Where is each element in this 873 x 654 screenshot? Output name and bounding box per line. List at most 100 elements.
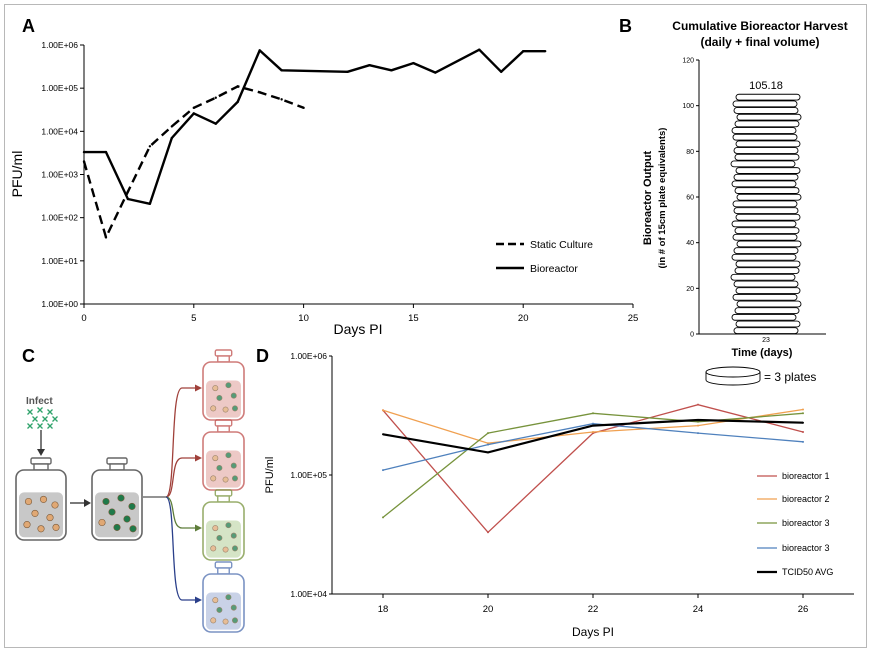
cell: [51, 501, 59, 509]
series-line-3: [382, 412, 804, 518]
data-point: [214, 122, 217, 125]
y-tick-label: 1.00E+02: [41, 213, 78, 223]
x-tick-label: 24: [693, 604, 704, 615]
data-point: [487, 442, 489, 445]
cell: [216, 394, 223, 401]
panel-d: D 1.00E+04 1.00E+05 1.00E+06 18 20 22 24 26 PF…: [256, 346, 854, 639]
panel-b-y-ticks: 0 20 40 60 80 100 120: [682, 58, 699, 339]
branch-arrow: [165, 457, 196, 498]
plate-disc: [735, 260, 801, 268]
y-tick-label: 40: [686, 240, 694, 247]
data-point: [487, 443, 489, 446]
bottle-cap: [214, 489, 233, 497]
bottle-icon: [202, 349, 245, 421]
data-point: [802, 412, 804, 415]
data-point: [487, 432, 489, 435]
data-point: [487, 451, 489, 454]
data-point: [434, 71, 437, 74]
panel-b-x-label: Time (days): [732, 347, 793, 359]
plate-disc: [734, 267, 800, 275]
legend-label: Static Culture: [530, 239, 593, 251]
bottle-cap: [214, 349, 233, 357]
plate-disc: [734, 187, 800, 194]
plate-disc: [733, 173, 799, 181]
cell: [37, 525, 45, 533]
panel-b-plate-stack-bar: [730, 93, 802, 335]
legend-label: bioreactor 3: [782, 543, 830, 553]
virus-particle: [37, 423, 43, 429]
cell: [232, 475, 238, 482]
panel-a-series: [82, 48, 547, 239]
bottle-neck: [109, 463, 125, 471]
data-point: [382, 516, 384, 519]
y-tick-label: 1.00E+05: [41, 83, 78, 93]
cell: [222, 406, 229, 413]
plate-disc: [734, 120, 800, 128]
data-point: [82, 160, 86, 163]
virus-particles-icon: [27, 407, 58, 429]
virus-particle: [42, 416, 48, 422]
data-point: [126, 197, 130, 201]
panel-b-legend-text: = 3 plates: [764, 370, 816, 384]
bottle-medium: [206, 592, 241, 630]
cell: [222, 476, 229, 483]
virus-particle: [47, 423, 53, 429]
plate-disc: [731, 127, 797, 134]
cell: [210, 617, 217, 624]
cell: [232, 405, 238, 412]
virus-particle: [32, 416, 38, 422]
data-point: [697, 420, 699, 423]
x-tick-label: 20: [483, 604, 494, 615]
data-point: [82, 150, 86, 154]
panel-a-letter: A: [22, 16, 35, 36]
data-point: [500, 70, 503, 73]
y-tick-label: 100: [682, 103, 694, 110]
bottle-icon: [202, 419, 245, 491]
panel-b-subtitle: (daily + final volume): [700, 35, 819, 49]
x-tick-label: 25: [628, 313, 639, 324]
panel-b: B Cumulative Bioreactor Harvest (daily +…: [619, 16, 848, 386]
bottle-cap: [214, 419, 233, 427]
cell: [232, 617, 238, 624]
cell: [102, 497, 110, 506]
cell: [210, 545, 217, 552]
cell: [222, 546, 229, 553]
cell: [216, 464, 223, 471]
plate-disc: [733, 327, 799, 335]
cell: [52, 523, 60, 531]
bottle-icon: [15, 457, 67, 541]
bottle-icon: [202, 489, 245, 561]
plate-disc: [736, 193, 802, 201]
data-point: [236, 100, 239, 104]
cell: [230, 462, 237, 469]
cell: [23, 521, 31, 529]
bottle-neck: [33, 463, 49, 471]
data-point: [802, 430, 804, 433]
plate-disc: [736, 240, 802, 248]
data-point: [522, 49, 525, 53]
plate-disc: [735, 287, 801, 295]
panel-b-value-label: 105.18: [749, 80, 783, 92]
x-tick-label: 0: [81, 313, 86, 324]
x-tick-label: 26: [798, 604, 809, 615]
cell: [117, 494, 125, 502]
plate-disc: [735, 167, 801, 174]
y-tick-label: 1.00E+01: [41, 256, 78, 266]
bottle-medium: [206, 450, 241, 488]
y-tick-label: 20: [686, 286, 694, 293]
x-tick-label: 15: [408, 313, 419, 324]
y-tick-label: 1.00E+05: [290, 470, 327, 480]
x-tick-label: 22: [588, 604, 599, 615]
x-tick-label: 5: [191, 313, 196, 324]
bottle-neck: [217, 355, 230, 363]
panel-d-x-ticks: 18 20 22 24 26: [378, 594, 809, 615]
plate-disc: [731, 253, 797, 261]
plate-disc: [734, 227, 800, 234]
virus-particle: [37, 407, 43, 413]
bottle-medium: [206, 380, 241, 418]
data-point: [592, 424, 594, 427]
cell: [225, 382, 232, 389]
bottle-cap: [30, 457, 52, 465]
plate-disc: [731, 313, 797, 321]
panel-b-plate-legend: = 3 plates: [705, 366, 816, 386]
